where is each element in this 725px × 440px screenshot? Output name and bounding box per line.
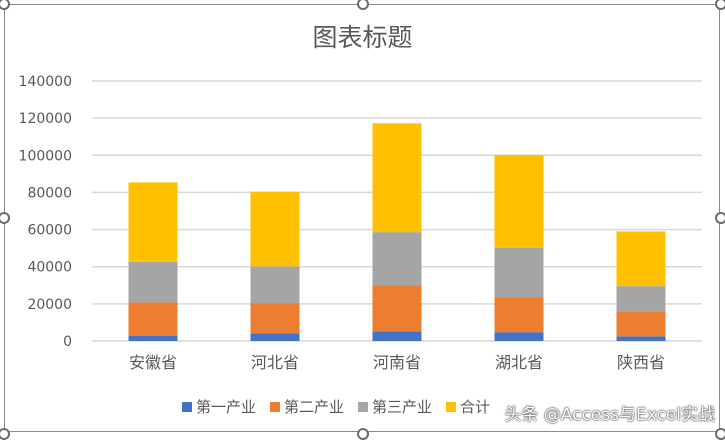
x-category-label: 陕西省 [617,353,665,372]
legend-label: 第一产业 [196,398,257,416]
legend-label: 第二产业 [284,398,345,416]
bar-segment[interactable] [616,286,666,312]
legend-item[interactable]: 第二产业 [270,396,344,417]
legend-swatch [358,401,369,412]
x-category-label: 湖北省 [495,353,543,372]
legend-item[interactable]: 第三产业 [358,396,432,417]
legend-label: 第三产业 [372,398,433,416]
bar-segment[interactable] [494,247,544,298]
legend[interactable]: 第一产业 第二产业 第三产业 合计 [182,396,490,417]
bar-segment[interactable] [616,336,666,341]
bar-segment[interactable] [372,123,422,233]
resize-handle-top-left[interactable] [0,0,10,10]
legend-item[interactable]: 第一产业 [182,396,256,417]
legend-swatch [446,401,457,412]
bar-segment[interactable] [616,231,666,287]
legend-swatch [270,401,281,412]
resize-handle-top[interactable] [357,0,369,10]
bar-segment[interactable] [616,311,666,337]
bar-segment[interactable] [250,303,300,334]
y-tick-label: 140000 [19,74,72,90]
resize-handle-top-right[interactable] [715,0,725,10]
chart-title[interactable]: 图表标题 [312,23,413,52]
bar-segment[interactable] [372,232,422,286]
legend-label: 合计 [460,398,491,416]
y-tick-label: 20000 [27,297,72,313]
x-category-label: 安徽省 [129,353,177,372]
x-category-label: 河南省 [373,353,421,372]
bar-segment[interactable] [494,154,544,248]
legend-swatch [182,401,192,412]
resize-handle-right[interactable] [715,212,725,224]
y-tick-label: 40000 [27,260,72,276]
bar-segment[interactable] [372,331,422,341]
watermark: 头条 @Access与Excel实战 [504,405,715,425]
bar-segment[interactable] [494,297,544,333]
bar-segment[interactable] [250,333,300,341]
y-tick-label: 100000 [19,148,72,164]
y-tick-label: 0 [63,334,72,350]
bar-segment[interactable] [128,182,178,262]
bar-segment[interactable] [494,332,544,341]
y-tick-label: 80000 [27,185,72,201]
x-category-label: 河北省 [251,353,299,372]
resize-handle-left[interactable] [0,212,10,224]
bar-segment[interactable] [250,266,300,304]
bar-segment[interactable] [128,335,178,341]
bar-segment[interactable] [128,302,178,336]
legend-item[interactable]: 合计 [446,396,490,417]
bar-segment[interactable] [128,261,178,303]
y-tick-label: 60000 [27,223,72,239]
bar-segment[interactable] [250,191,300,267]
bar-segment[interactable] [372,285,422,332]
y-tick-label: 120000 [19,111,72,127]
